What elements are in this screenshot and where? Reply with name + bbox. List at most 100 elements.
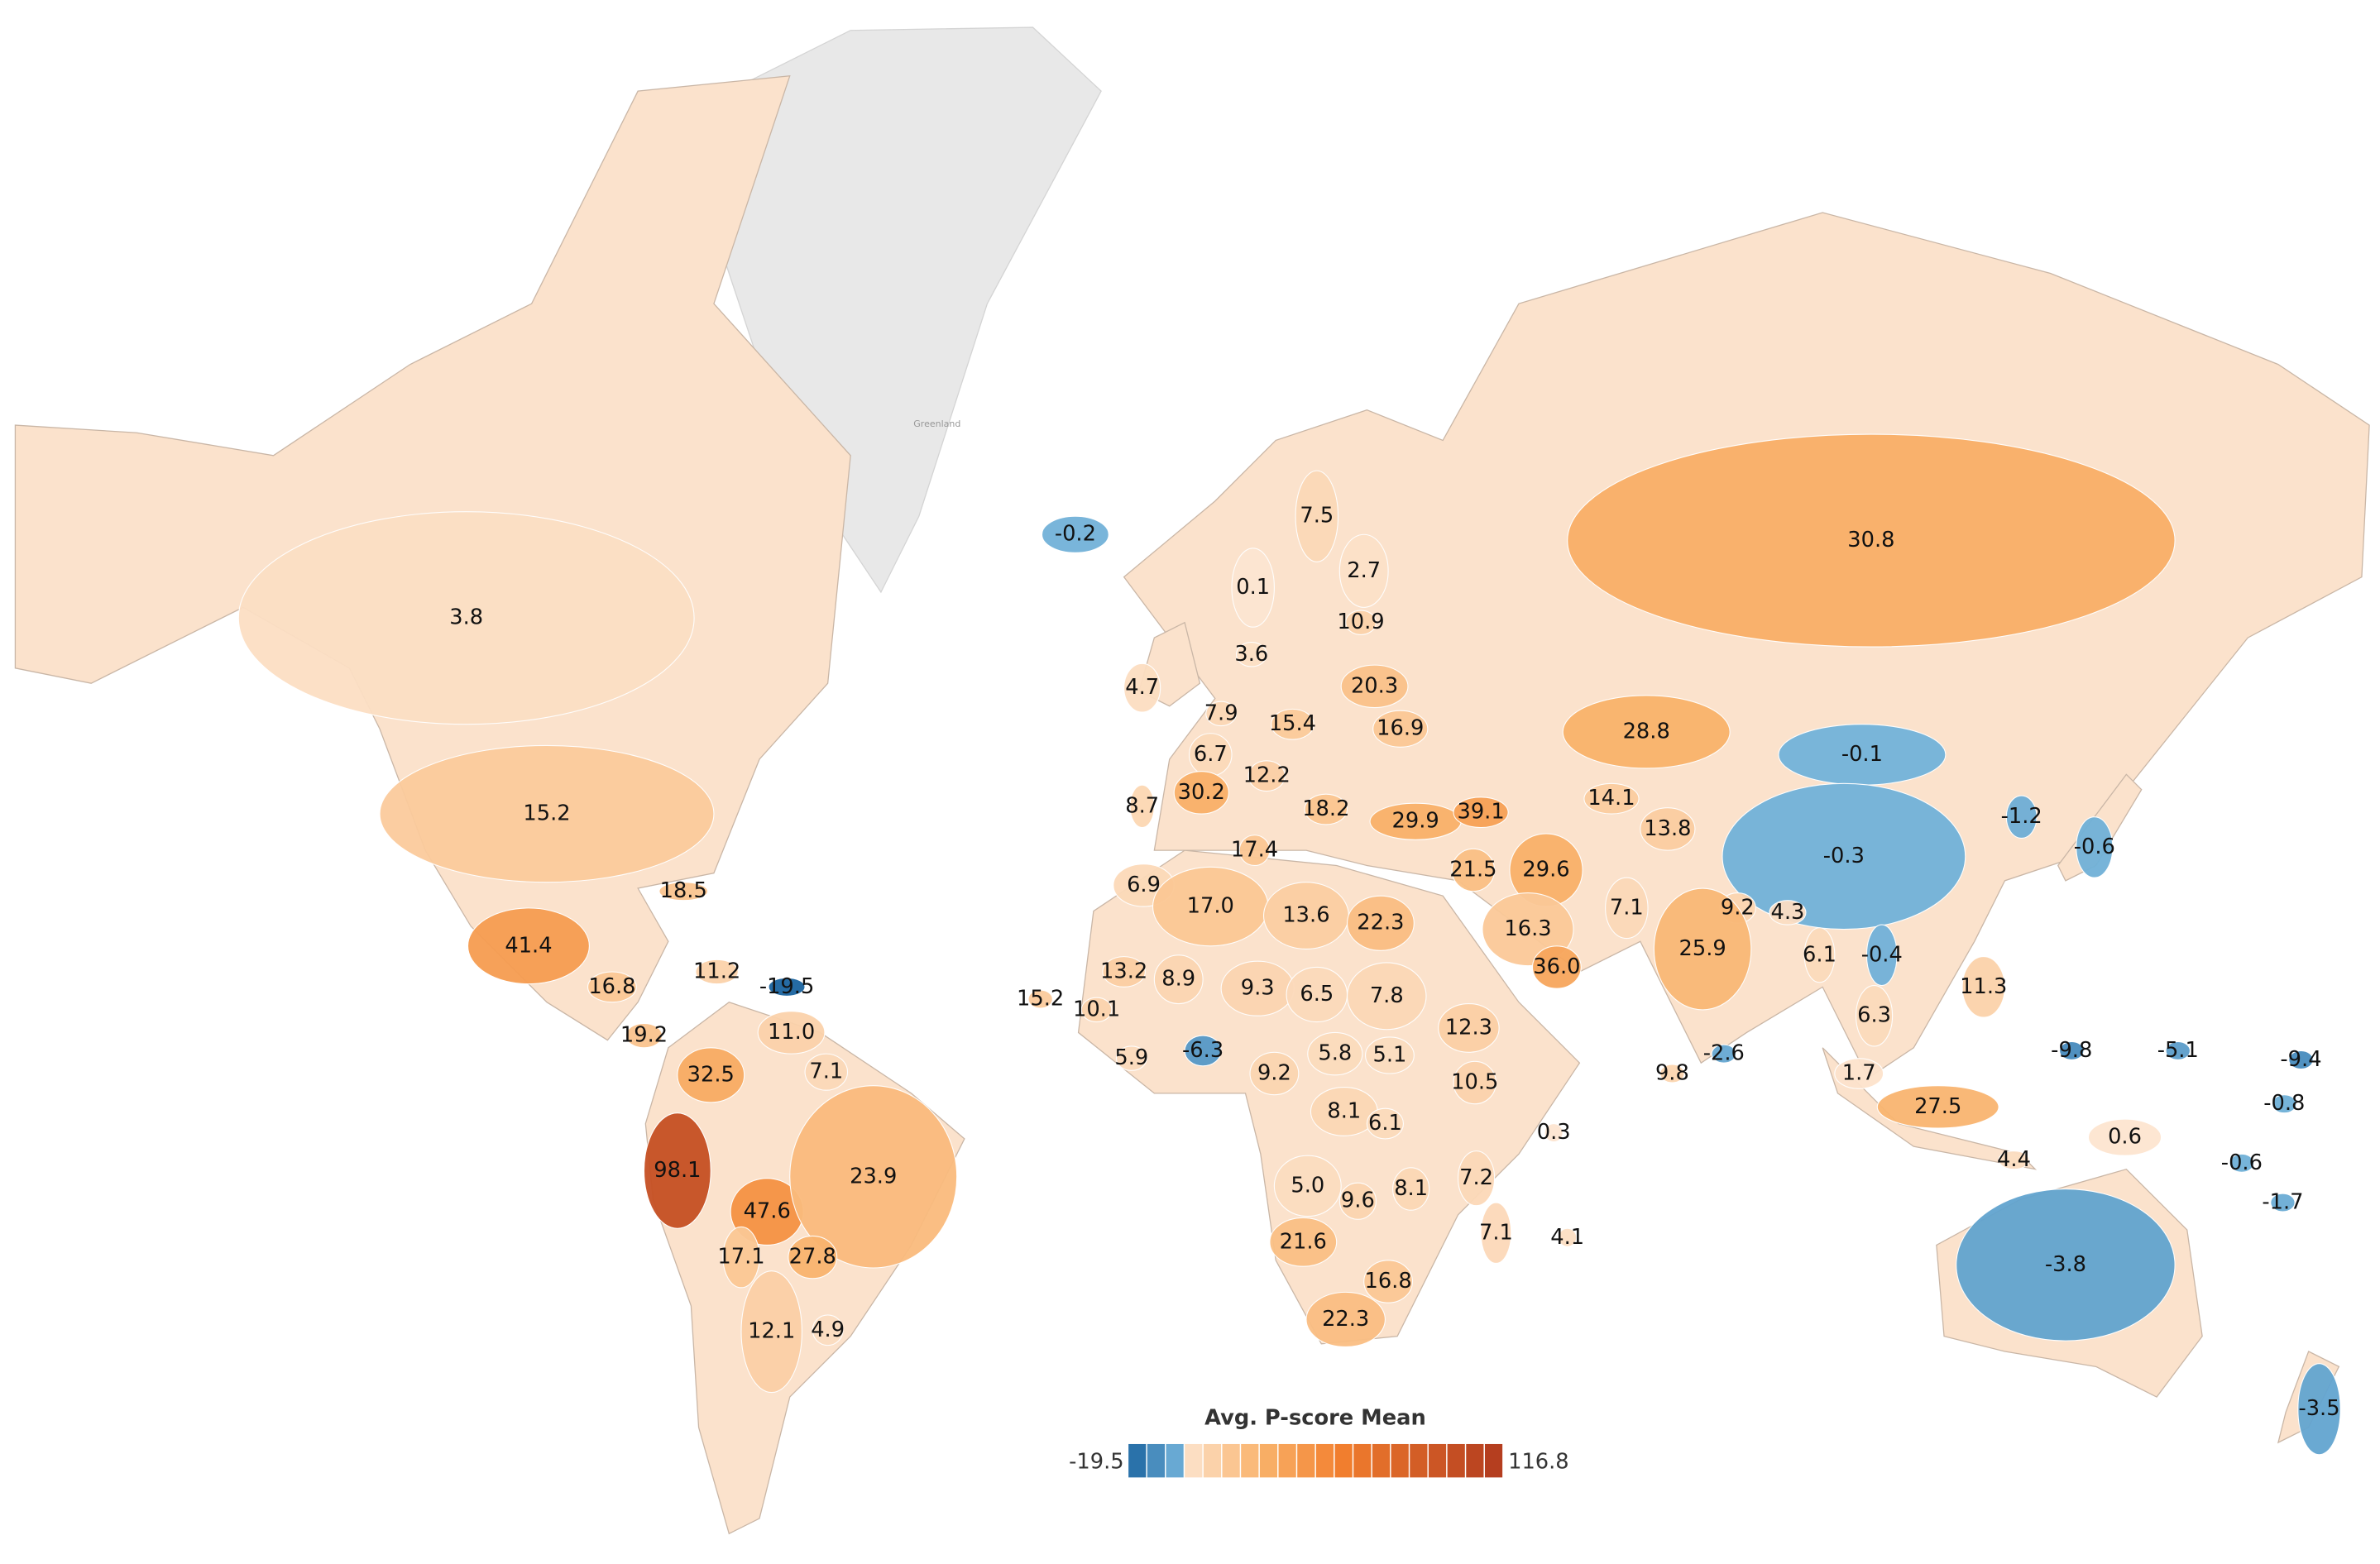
region xyxy=(1115,1045,1147,1071)
region xyxy=(1041,515,1109,553)
greenland-label: Greenland xyxy=(913,419,960,429)
region-label: 8.1 xyxy=(1394,1176,1428,1201)
region xyxy=(1273,1155,1342,1217)
region-label: 18.5 xyxy=(660,878,707,903)
region xyxy=(1235,642,1267,667)
region-label: 7.1 xyxy=(1610,895,1644,920)
region-label: 23.9 xyxy=(850,1164,897,1189)
legend-swatch xyxy=(1259,1443,1278,1478)
region xyxy=(1205,701,1238,727)
legend-swatch xyxy=(1484,1443,1503,1478)
legend-swatch xyxy=(1147,1443,1166,1478)
region xyxy=(587,971,637,1003)
region-label: 13.8 xyxy=(1644,816,1691,841)
region-label: 9.6 xyxy=(1341,1189,1375,1213)
eurasia-shape xyxy=(1123,212,2370,1079)
region xyxy=(2005,795,2038,839)
region-label: 17.1 xyxy=(717,1245,764,1270)
legend-swatch xyxy=(1353,1443,1372,1478)
region-label: 16.8 xyxy=(1364,1269,1411,1294)
region-label: -3.8 xyxy=(2045,1252,2086,1277)
region-label: 29.6 xyxy=(1522,857,1569,882)
region-label: 15.4 xyxy=(1269,711,1316,736)
region-label: 11.3 xyxy=(1960,974,2007,999)
region xyxy=(1173,771,1229,815)
region xyxy=(1346,895,1415,951)
region xyxy=(1567,433,2176,648)
region-label: -0.4 xyxy=(1861,942,1903,967)
region xyxy=(1231,548,1275,628)
region-label: -19.5 xyxy=(759,974,814,999)
region xyxy=(1531,945,1582,989)
region xyxy=(1392,1167,1430,1211)
legend-max: 116.8 xyxy=(1508,1449,1569,1474)
region xyxy=(2270,1193,2296,1212)
region xyxy=(1562,695,1731,769)
region xyxy=(1653,887,1752,1011)
region xyxy=(1961,956,2006,1018)
region xyxy=(2288,1050,2314,1070)
region xyxy=(1305,1291,1386,1348)
region xyxy=(1184,1035,1222,1067)
region xyxy=(2229,1153,2255,1173)
region-label: 5.0 xyxy=(1291,1173,1324,1198)
region-label: 7.5 xyxy=(1300,504,1334,529)
region-label: 6.5 xyxy=(1300,982,1334,1007)
region-label: 14.1 xyxy=(1587,786,1635,811)
legend-swatch xyxy=(1203,1443,1222,1478)
region-label: 4.9 xyxy=(811,1318,845,1342)
region-label: -6.3 xyxy=(1182,1038,1224,1063)
region xyxy=(1123,662,1161,713)
region-label: 16.3 xyxy=(1504,916,1551,941)
region xyxy=(2272,1094,2297,1114)
region-label: 98.1 xyxy=(654,1158,701,1183)
legend-swatch xyxy=(1410,1443,1428,1478)
region-label: 8.1 xyxy=(1327,1098,1361,1123)
region xyxy=(658,882,709,902)
legend-swatch xyxy=(1278,1443,1296,1478)
region xyxy=(643,1112,711,1229)
region-label: 1.7 xyxy=(1842,1060,1876,1085)
region xyxy=(677,1047,745,1103)
legend-swatch xyxy=(1222,1443,1240,1478)
region xyxy=(2297,1363,2341,1456)
region xyxy=(2165,1040,2191,1061)
region xyxy=(1340,664,1409,709)
legend-swatch xyxy=(1315,1443,1334,1478)
region xyxy=(1865,924,1898,987)
region-label: 4.1 xyxy=(1550,1225,1584,1250)
region xyxy=(695,959,739,985)
region-label: 6.1 xyxy=(1368,1111,1402,1136)
region xyxy=(2059,1040,2085,1061)
region xyxy=(625,1022,663,1049)
region-label: 22.3 xyxy=(1322,1307,1369,1332)
region-label: 27.8 xyxy=(789,1245,836,1270)
region-label: -0.6 xyxy=(2074,835,2115,859)
region xyxy=(1438,1002,1500,1053)
region xyxy=(1583,782,1640,815)
region xyxy=(1769,900,1807,925)
region-label: 11.0 xyxy=(768,1020,815,1045)
region-label: 12.2 xyxy=(1243,763,1291,788)
region-label: 5.1 xyxy=(1372,1042,1406,1067)
region xyxy=(1558,1227,1578,1247)
region xyxy=(757,1011,826,1055)
region-label: 15.2 xyxy=(523,801,570,826)
region-label: 10.9 xyxy=(1337,610,1384,634)
region-label: 4.7 xyxy=(1125,675,1159,700)
region-label: 30.2 xyxy=(1178,780,1225,805)
region-label: -0.2 xyxy=(1055,522,1096,547)
region xyxy=(1659,1064,1685,1083)
region-label: 10.5 xyxy=(1451,1070,1498,1095)
region-label: 7.1 xyxy=(809,1059,843,1084)
region xyxy=(1345,610,1377,635)
region-label: 41.4 xyxy=(505,933,552,958)
region-label: 7.2 xyxy=(1459,1165,1493,1190)
region-label: 3.8 xyxy=(449,605,483,630)
region-label: 8.7 xyxy=(1125,793,1159,818)
region xyxy=(1338,533,1389,608)
legend-swatch xyxy=(1241,1443,1259,1478)
region-label: -2.6 xyxy=(1703,1041,1745,1066)
legend-swatch xyxy=(1128,1443,1147,1478)
